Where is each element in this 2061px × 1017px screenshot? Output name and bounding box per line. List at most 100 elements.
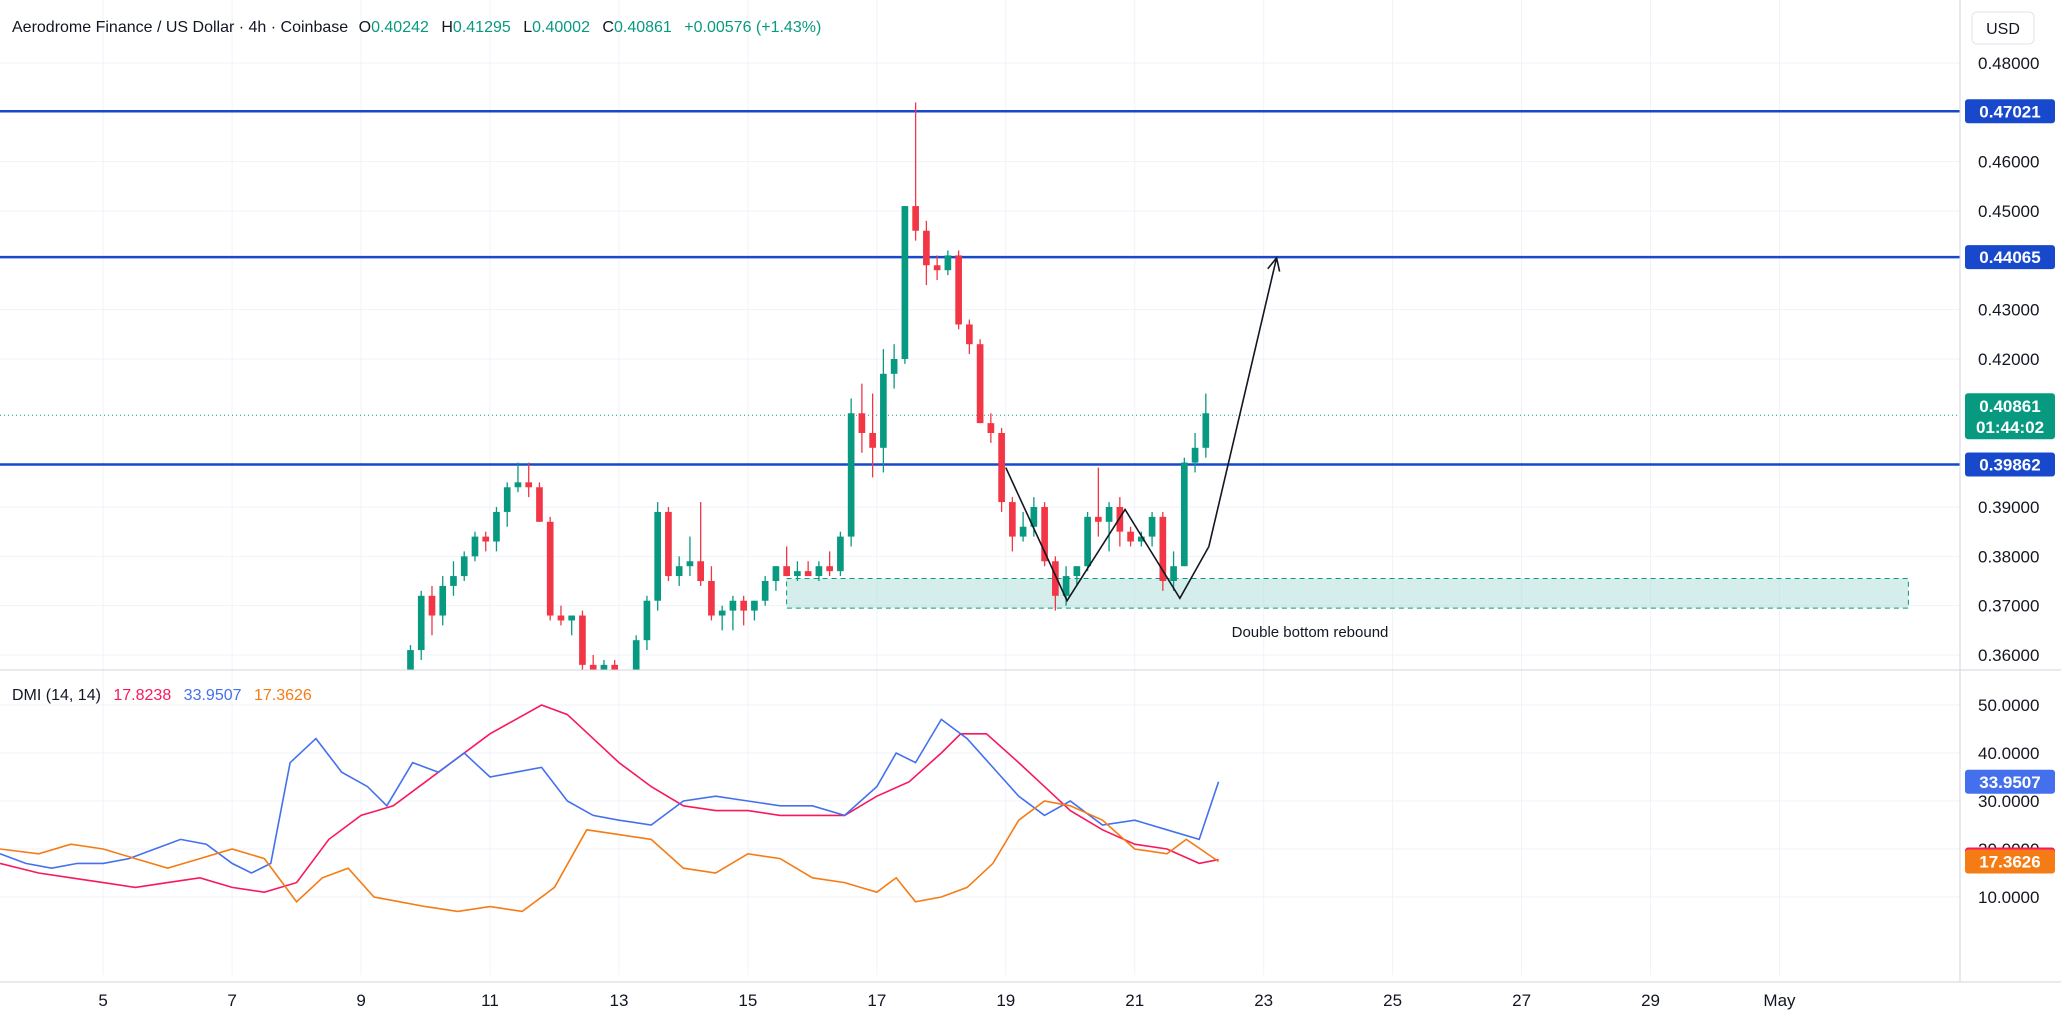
candle-body bbox=[1030, 507, 1038, 527]
candle-body bbox=[1159, 516, 1167, 581]
plus-di-value: 17.8238 bbox=[113, 687, 171, 704]
x-tick-label: 17 bbox=[867, 991, 886, 1010]
price-tick-label: 0.36000 bbox=[1978, 646, 2039, 665]
level-badge bbox=[1965, 99, 2055, 124]
dmi-lines bbox=[0, 704, 1220, 913]
level-badge-label: 0.47021 bbox=[1979, 102, 2040, 121]
price-tick-label: 0.39000 bbox=[1978, 498, 2039, 517]
candle bbox=[1009, 497, 1016, 552]
candle bbox=[503, 482, 511, 527]
candle bbox=[1202, 393, 1210, 458]
candle bbox=[536, 482, 543, 522]
candle bbox=[1030, 497, 1038, 537]
candle bbox=[611, 659, 619, 670]
candle bbox=[643, 595, 651, 651]
candle bbox=[869, 393, 876, 478]
support-zone bbox=[786, 578, 1909, 609]
candle-body bbox=[804, 571, 812, 577]
candle-body bbox=[955, 255, 962, 325]
candle-body bbox=[944, 255, 952, 271]
candle bbox=[1073, 566, 1081, 586]
candle-body bbox=[536, 487, 543, 522]
candle bbox=[847, 398, 855, 547]
currency-button[interactable]: USD bbox=[1971, 11, 2035, 45]
candle-body bbox=[632, 640, 640, 670]
candle-body bbox=[987, 423, 995, 433]
candle-body bbox=[718, 610, 726, 616]
candle bbox=[998, 428, 1005, 512]
last-price-label: 0.40861 bbox=[1979, 397, 2040, 416]
candlestick-series bbox=[396, 102, 1210, 714]
grid bbox=[0, 0, 1960, 975]
candle bbox=[772, 566, 780, 591]
candle-body bbox=[923, 230, 930, 266]
candle bbox=[783, 546, 790, 577]
currency-label: USD bbox=[1986, 21, 2020, 38]
candle-body bbox=[493, 511, 500, 542]
last-price-badge bbox=[1965, 393, 2055, 440]
candle-body bbox=[1009, 502, 1016, 537]
price-tick-label: 0.45000 bbox=[1978, 202, 2039, 221]
level-badge-label: 0.39862 bbox=[1979, 455, 2040, 474]
symbol-title: Aerodrome Finance / US Dollar · 4h · Coi… bbox=[12, 19, 348, 36]
candle bbox=[1191, 433, 1199, 473]
candle bbox=[1041, 502, 1048, 567]
high-label: H bbox=[441, 19, 453, 36]
x-tick-label: 11 bbox=[481, 991, 499, 1010]
candle-body bbox=[976, 344, 984, 424]
low-value: 0.40002 bbox=[532, 19, 590, 36]
dmi-tick-label: 50.0000 bbox=[1978, 696, 2039, 715]
candle bbox=[675, 556, 683, 586]
candle bbox=[901, 206, 909, 364]
candle bbox=[1095, 467, 1102, 537]
candle-body bbox=[912, 206, 919, 231]
candle bbox=[794, 561, 801, 581]
candle-body bbox=[439, 585, 447, 616]
candle-body bbox=[450, 576, 457, 586]
candle bbox=[697, 502, 705, 586]
candle-body bbox=[396, 680, 403, 705]
price-tick-label: 0.42000 bbox=[1978, 350, 2039, 369]
candle bbox=[966, 319, 973, 355]
candle bbox=[890, 344, 898, 389]
high-value: 0.41295 bbox=[453, 19, 511, 36]
candle bbox=[880, 349, 887, 473]
candle bbox=[987, 413, 995, 443]
candle-body bbox=[568, 615, 576, 621]
dmi-tick-label: 30.0000 bbox=[1978, 792, 2039, 811]
candle bbox=[589, 655, 597, 670]
candle-body bbox=[880, 373, 887, 448]
candle-body bbox=[622, 675, 629, 685]
candle-body bbox=[847, 413, 855, 537]
dmi-title: DMI (14, 14) bbox=[12, 687, 101, 704]
candle bbox=[396, 675, 403, 714]
candle-body bbox=[890, 359, 898, 374]
candle-body bbox=[1191, 447, 1199, 463]
candle-body bbox=[686, 561, 694, 567]
candle-body bbox=[1062, 576, 1070, 596]
candle-body bbox=[1170, 566, 1177, 581]
pattern-annotation: Double bottom rebound bbox=[1232, 624, 1389, 641]
candle-body bbox=[1138, 536, 1145, 542]
candle bbox=[622, 669, 629, 685]
candle bbox=[686, 536, 694, 577]
x-tick-label: 23 bbox=[1254, 991, 1273, 1010]
header-legend: Aerodrome Finance / US Dollar · 4h · Coi… bbox=[12, 19, 821, 36]
candle bbox=[514, 462, 522, 493]
candle bbox=[1105, 502, 1113, 552]
candle bbox=[1159, 511, 1167, 591]
candle-body bbox=[837, 536, 844, 572]
candle bbox=[460, 551, 468, 581]
dmi-tick-label: 40.0000 bbox=[1978, 744, 2039, 763]
candle bbox=[525, 462, 533, 498]
candle bbox=[557, 605, 565, 626]
price-tick-label: 0.46000 bbox=[1978, 153, 2039, 172]
candle bbox=[1170, 551, 1177, 591]
candle bbox=[1019, 511, 1027, 542]
target-arrow-line bbox=[1208, 257, 1278, 547]
candle-body bbox=[1180, 462, 1188, 567]
candle-body bbox=[740, 600, 747, 611]
candle-body bbox=[1116, 507, 1124, 532]
candle-body bbox=[1052, 561, 1059, 596]
